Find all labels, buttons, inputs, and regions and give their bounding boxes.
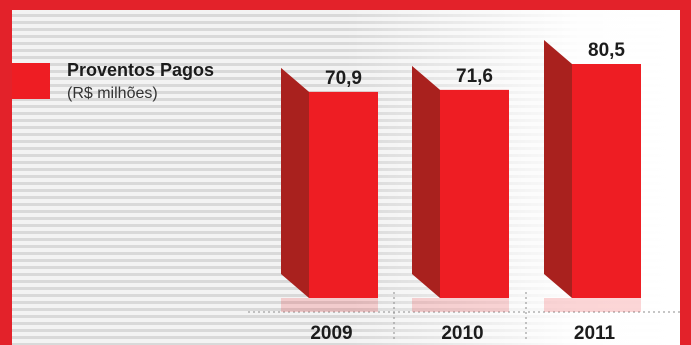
bar-2009 — [309, 91, 378, 299]
bar-reflection-2011 — [544, 298, 641, 312]
bar-reflection-2010 — [412, 298, 509, 312]
bar-2010 — [440, 89, 509, 298]
bar-side-2011 — [544, 40, 572, 298]
value-label-2011: 80,5 — [588, 40, 625, 61]
bar-2011 — [572, 64, 641, 298]
category-label-2009: 2009 — [310, 323, 352, 344]
category-label-2010: 2010 — [441, 323, 483, 344]
bar-side-2009 — [281, 67, 309, 298]
value-label-2010: 71,6 — [456, 66, 493, 87]
bar-reflection-2009 — [281, 298, 378, 312]
category-label-2011: 2011 — [574, 323, 616, 344]
legend-swatch — [12, 63, 50, 99]
bar-side-2010 — [412, 65, 440, 298]
legend-title: Proventos Pagos — [67, 60, 215, 80]
legend-unit-label: (R$ milhões) — [67, 85, 158, 102]
value-label-2009: 70,9 — [325, 68, 362, 89]
